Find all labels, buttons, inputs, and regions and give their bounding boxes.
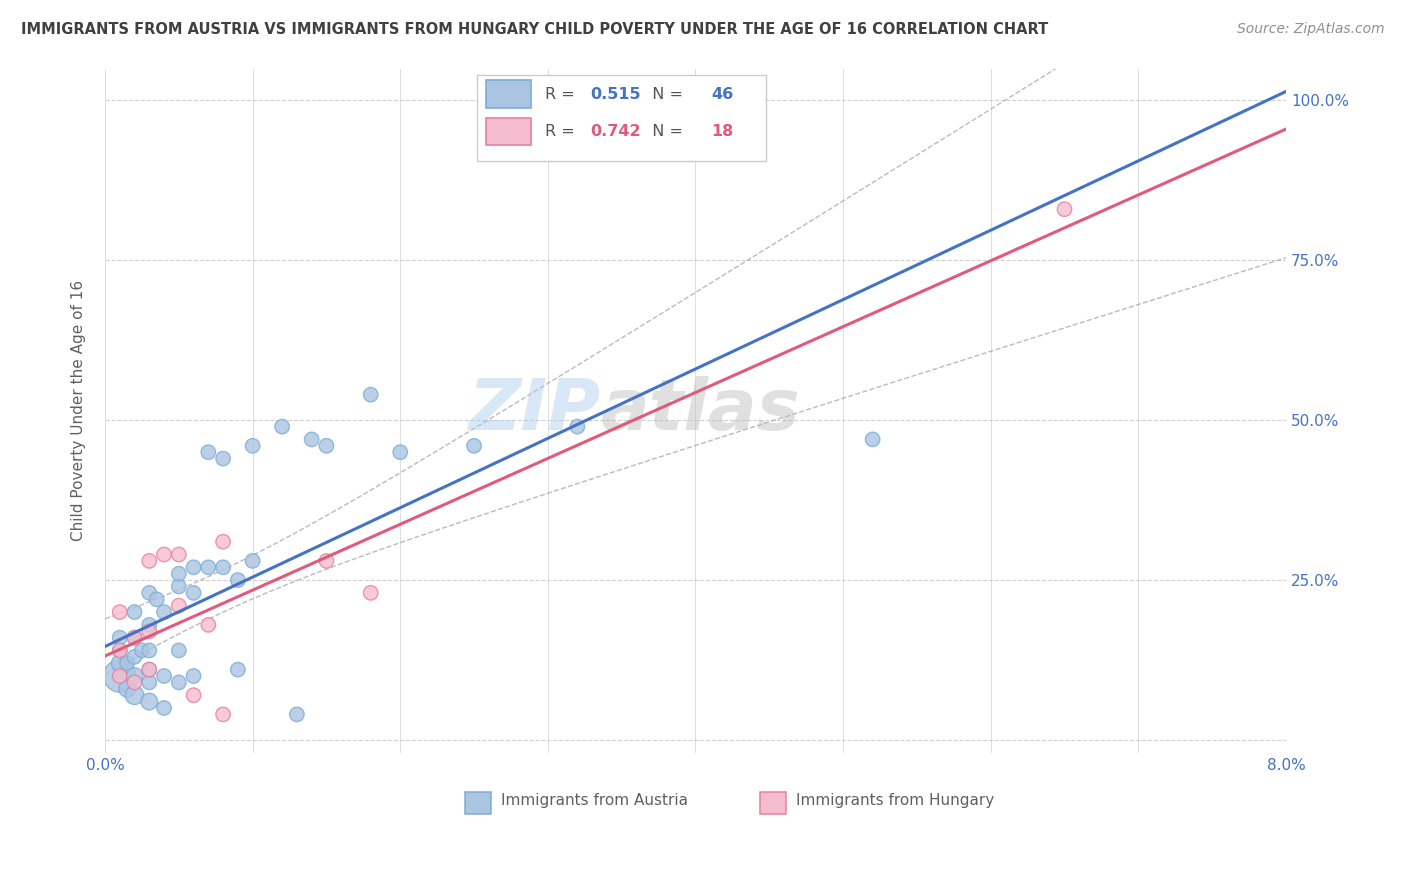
Point <box>360 586 382 600</box>
Text: R =: R = <box>546 87 581 102</box>
Point <box>108 657 131 671</box>
Point <box>115 681 138 696</box>
Point <box>389 445 412 459</box>
Text: Immigrants from Hungary: Immigrants from Hungary <box>796 793 994 808</box>
Point <box>197 618 219 632</box>
Point <box>167 566 190 581</box>
Point <box>108 643 131 657</box>
Point <box>138 618 160 632</box>
Point <box>242 554 264 568</box>
Point <box>242 439 264 453</box>
Text: Immigrants from Austria: Immigrants from Austria <box>501 793 688 808</box>
Point <box>360 387 382 401</box>
Point <box>124 605 146 619</box>
Point <box>183 688 205 702</box>
Point <box>138 695 160 709</box>
Text: N =: N = <box>643 124 689 139</box>
Point <box>138 663 160 677</box>
Point <box>108 643 131 657</box>
FancyBboxPatch shape <box>477 75 766 161</box>
Point <box>197 445 219 459</box>
Point <box>153 605 176 619</box>
Text: 18: 18 <box>711 124 733 139</box>
Point <box>183 586 205 600</box>
Point <box>285 707 308 722</box>
Point <box>124 631 146 645</box>
Point <box>131 643 153 657</box>
Point <box>153 669 176 683</box>
Text: ZIP: ZIP <box>468 376 600 445</box>
Point <box>167 579 190 593</box>
Text: N =: N = <box>643 87 689 102</box>
Point <box>138 675 160 690</box>
Point <box>301 433 323 447</box>
Text: 0.515: 0.515 <box>591 87 641 102</box>
Text: 0.742: 0.742 <box>591 124 641 139</box>
Point <box>862 433 884 447</box>
Point <box>167 675 190 690</box>
Point <box>212 560 235 574</box>
Point <box>167 548 190 562</box>
Point <box>226 573 249 587</box>
Point <box>226 663 249 677</box>
Point <box>567 419 589 434</box>
Point <box>124 669 146 683</box>
Text: IMMIGRANTS FROM AUSTRIA VS IMMIGRANTS FROM HUNGARY CHILD POVERTY UNDER THE AGE O: IMMIGRANTS FROM AUSTRIA VS IMMIGRANTS FR… <box>21 22 1049 37</box>
Point <box>138 586 160 600</box>
Point <box>108 605 131 619</box>
Point <box>183 560 205 574</box>
Text: 46: 46 <box>711 87 733 102</box>
Y-axis label: Child Poverty Under the Age of 16: Child Poverty Under the Age of 16 <box>72 280 86 541</box>
Point <box>315 554 337 568</box>
Point <box>145 592 167 607</box>
Point <box>138 663 160 677</box>
Point <box>197 560 219 574</box>
FancyBboxPatch shape <box>486 118 531 145</box>
Point <box>167 643 190 657</box>
Point <box>138 554 160 568</box>
Point <box>153 548 176 562</box>
Point <box>138 624 160 639</box>
Point <box>183 669 205 683</box>
Point <box>167 599 190 613</box>
Point <box>124 631 146 645</box>
Text: R =: R = <box>546 124 581 139</box>
Point <box>1053 202 1076 217</box>
Point <box>108 669 131 683</box>
Point <box>271 419 294 434</box>
Point <box>153 701 176 715</box>
Point <box>124 649 146 664</box>
FancyBboxPatch shape <box>761 792 786 814</box>
Point <box>124 675 146 690</box>
Point <box>138 643 160 657</box>
Text: Source: ZipAtlas.com: Source: ZipAtlas.com <box>1237 22 1385 37</box>
Point <box>212 534 235 549</box>
Point <box>315 439 337 453</box>
Point <box>212 707 235 722</box>
Point <box>108 669 131 683</box>
Point <box>463 439 485 453</box>
Point <box>212 451 235 466</box>
Point <box>115 657 138 671</box>
FancyBboxPatch shape <box>486 80 531 108</box>
Point <box>108 631 131 645</box>
Text: atlas: atlas <box>600 376 801 445</box>
Point <box>124 688 146 702</box>
FancyBboxPatch shape <box>465 792 491 814</box>
